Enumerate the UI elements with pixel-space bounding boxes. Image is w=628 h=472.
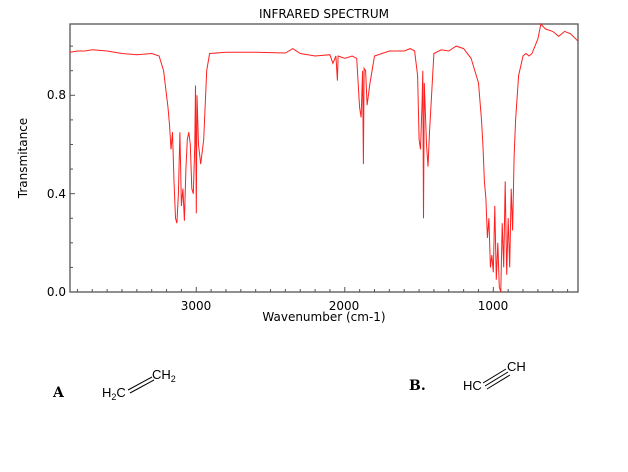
ethylene-right-group: CH2 — [152, 367, 176, 384]
double-bond-line — [127, 376, 153, 391]
triple-bond-line — [484, 371, 509, 387]
option-b-label: B. — [409, 378, 426, 394]
chart-title: INFRARED SPECTRUM — [259, 7, 389, 21]
ethylene-left-group: H2C — [102, 385, 126, 402]
axis-ticks — [70, 45, 569, 293]
double-bond-line — [129, 379, 155, 394]
option-a-label: A — [52, 385, 65, 401]
acetylene-left-group: HC — [463, 378, 482, 393]
spectrum-line — [69, 22, 579, 293]
x-tick-label: 3000 — [181, 299, 212, 313]
y-tick-label: 0.4 — [47, 187, 66, 201]
y-tick-label: 0.8 — [47, 88, 66, 102]
plot-frame — [69, 23, 579, 293]
y-axis-label: Transmitance — [16, 118, 30, 199]
triple-bond-line — [482, 368, 507, 384]
x-tick-label: 2000 — [329, 299, 360, 313]
y-tick-label: 0.0 — [47, 285, 66, 299]
x-axis-label: Wavenumber (cm-1) — [262, 310, 385, 324]
acetylene-right-group: CH — [507, 359, 526, 374]
triple-bond-line — [486, 374, 511, 390]
x-tick-label: 1000 — [478, 299, 509, 313]
